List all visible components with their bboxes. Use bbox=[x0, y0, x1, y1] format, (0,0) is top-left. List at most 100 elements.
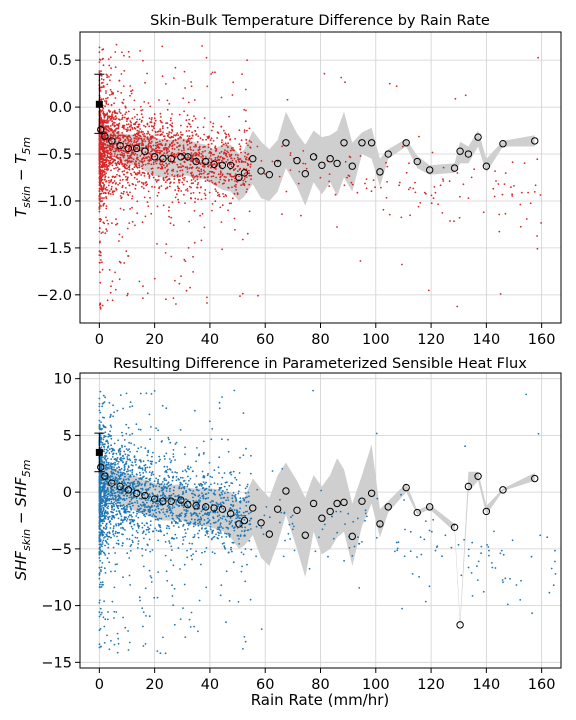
scatter-point bbox=[119, 513, 122, 516]
scatter-point bbox=[138, 130, 140, 133]
scatter-point bbox=[227, 133, 230, 136]
scatter-point bbox=[418, 135, 420, 138]
scatter-point bbox=[119, 158, 121, 161]
scatter-point bbox=[193, 176, 196, 179]
scatter-point bbox=[117, 124, 120, 127]
scatter-point bbox=[101, 487, 104, 489]
scatter-point bbox=[98, 46, 101, 49]
scatter-point bbox=[145, 477, 148, 480]
scatter-point bbox=[162, 636, 164, 639]
scatter-point bbox=[155, 477, 158, 480]
scatter-point bbox=[179, 476, 182, 479]
scatter-point bbox=[133, 141, 135, 144]
scatter-point bbox=[212, 125, 214, 128]
scatter-point bbox=[160, 499, 162, 502]
scatter-point bbox=[137, 490, 140, 493]
scatter-point bbox=[179, 179, 181, 181]
scatter-point bbox=[110, 435, 112, 437]
scatter-point bbox=[105, 92, 107, 94]
scatter-point bbox=[139, 106, 142, 108]
scatter-point bbox=[105, 448, 108, 451]
scatter-point bbox=[243, 530, 246, 533]
scatter-point bbox=[112, 181, 115, 184]
scatter-point bbox=[364, 182, 366, 185]
y-tick-label: −0.5 bbox=[37, 147, 72, 163]
scatter-point bbox=[231, 494, 234, 497]
scatter-point bbox=[115, 504, 118, 507]
scatter-point bbox=[198, 454, 200, 457]
scatter-point bbox=[98, 425, 101, 428]
scatter-point bbox=[130, 140, 133, 143]
scatter-point bbox=[185, 189, 187, 191]
scatter-point bbox=[218, 152, 221, 155]
scatter-point bbox=[167, 133, 170, 136]
scatter-point bbox=[112, 146, 115, 149]
scatter-point bbox=[115, 502, 117, 505]
scatter-point bbox=[103, 140, 106, 143]
scatter-point bbox=[129, 406, 131, 408]
scatter-point bbox=[141, 116, 144, 119]
scatter-point bbox=[102, 121, 105, 124]
scatter-point bbox=[497, 183, 500, 185]
scatter-point bbox=[123, 166, 126, 169]
scatter-point bbox=[119, 504, 122, 507]
scatter-point bbox=[197, 135, 200, 138]
scatter-point bbox=[207, 176, 210, 178]
scatter-point bbox=[141, 467, 144, 470]
scatter-point bbox=[141, 167, 144, 170]
scatter-point bbox=[114, 288, 117, 291]
scatter-point bbox=[132, 504, 134, 507]
scatter-point bbox=[498, 213, 501, 216]
scatter-point bbox=[139, 50, 142, 52]
bin-mean-marker bbox=[218, 161, 227, 169]
scatter-point bbox=[113, 118, 115, 121]
scatter-point bbox=[103, 512, 106, 515]
scatter-point bbox=[217, 132, 220, 135]
scatter-point bbox=[168, 177, 171, 180]
scatter-point bbox=[107, 103, 110, 106]
scatter-point bbox=[99, 217, 102, 220]
scatter-point bbox=[163, 455, 166, 458]
scatter-point bbox=[127, 255, 129, 257]
scatter-points bbox=[98, 43, 542, 310]
scatter-point bbox=[444, 534, 447, 537]
scatter-point bbox=[179, 163, 182, 165]
scatter-point bbox=[122, 156, 125, 159]
spread-band bbox=[100, 111, 535, 206]
scatter-point bbox=[236, 170, 239, 173]
scatter-point bbox=[442, 180, 445, 182]
scatter-point bbox=[168, 215, 171, 218]
scatter-point bbox=[165, 243, 168, 246]
scatter-point bbox=[153, 122, 156, 125]
scatter-point bbox=[464, 445, 466, 448]
bin-mean-marker bbox=[384, 150, 392, 158]
scatter-point bbox=[103, 537, 105, 539]
scatter-point bbox=[159, 458, 162, 461]
scatter-point bbox=[179, 136, 181, 139]
scatter-point bbox=[238, 143, 241, 146]
scatter-point bbox=[131, 432, 134, 435]
scatter-point bbox=[229, 507, 232, 509]
scatter-point bbox=[190, 152, 193, 155]
scatter-point bbox=[140, 505, 143, 507]
scatter-point bbox=[131, 461, 134, 464]
scatter-point bbox=[130, 507, 132, 510]
scatter-point bbox=[198, 453, 201, 455]
scatter-point bbox=[220, 125, 223, 128]
scatter-point bbox=[107, 512, 109, 515]
scatter-point bbox=[148, 125, 151, 128]
scatter-point bbox=[108, 181, 111, 184]
scatter-point bbox=[171, 549, 173, 551]
scatter-point bbox=[212, 140, 215, 142]
scatter-point bbox=[156, 518, 159, 521]
scatter-point bbox=[223, 545, 226, 548]
scatter-point bbox=[126, 162, 129, 164]
scatter-point bbox=[488, 549, 490, 552]
scatter-point bbox=[134, 501, 136, 504]
scatter-point bbox=[148, 162, 150, 165]
scatter-point bbox=[126, 191, 128, 194]
scatter-point bbox=[131, 197, 133, 200]
bin-mean-marker bbox=[249, 155, 257, 163]
scatter-point bbox=[101, 522, 104, 525]
scatter-point bbox=[143, 138, 146, 141]
